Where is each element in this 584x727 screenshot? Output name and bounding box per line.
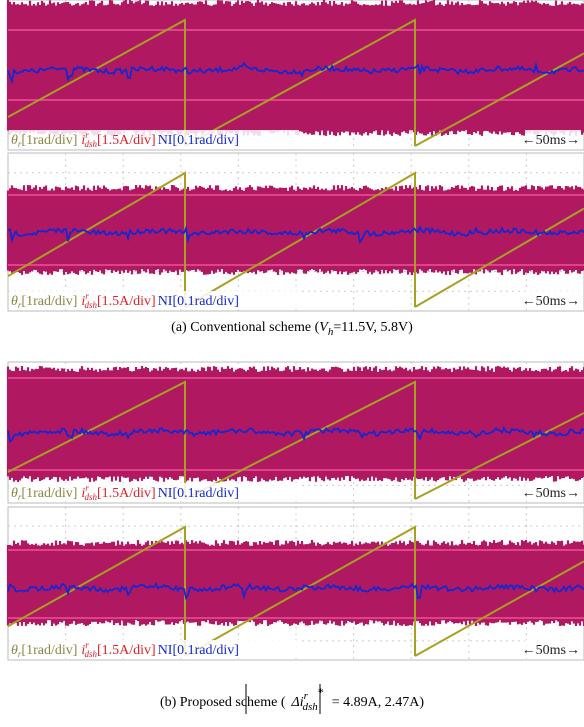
figure: θr[1rad/div]irdsh[1.5A/div]NI[0.1rad/div… (0, 0, 584, 722)
legend-scale: [1.5A/div] (97, 133, 156, 148)
legend-scale: [1rad/div] (21, 486, 77, 501)
time-scale: ←50ms→ (522, 643, 580, 658)
time-scale: ←50ms→ (522, 133, 580, 148)
legend-scale: [1.5A/div] (97, 294, 156, 309)
current-waveform (8, 366, 584, 482)
current-waveform (8, 540, 584, 626)
legend-sub: dsh (84, 300, 97, 310)
caption-text: = 4.89A, 2.47A) (332, 695, 425, 710)
caption-sub: dsh (303, 701, 319, 713)
caption: (a) Conventional scheme (Vh=11.5V, 5.8V) (171, 320, 413, 338)
legend-scale: [1rad/div] (21, 294, 77, 309)
legend-sub: dsh (84, 492, 97, 502)
legend-scale: [1.5A/div] (97, 486, 156, 501)
legend-scale: [1.5A/div] (97, 643, 156, 658)
legend-label: NI[0.1rad/div] (158, 486, 239, 501)
legend-scale: [1rad/div] (21, 133, 77, 148)
caption-text: (a) Conventional scheme ( (171, 320, 319, 335)
caption-text: (b) Proposed scheme ( (160, 695, 286, 710)
time-scale: ←50ms→ (522, 294, 580, 309)
legend-scale: [1rad/div] (21, 643, 77, 658)
legend-label: NI[0.1rad/div] (158, 294, 239, 309)
legend-sub: dsh (84, 649, 97, 659)
time-scale: ←50ms→ (522, 486, 580, 501)
legend-sub: dsh (84, 139, 97, 149)
caption-text: =11.5V, 5.8V) (333, 320, 413, 335)
legend-label: NI[0.1rad/div] (158, 133, 239, 148)
legend-label: NI[0.1rad/div] (158, 643, 239, 658)
caption-star: * (318, 685, 324, 699)
